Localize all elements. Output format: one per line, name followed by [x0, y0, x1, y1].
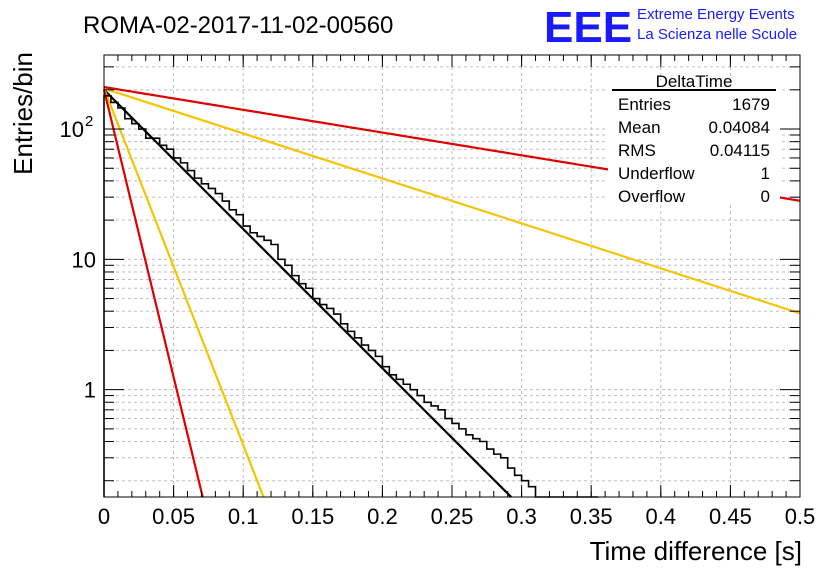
eee-logo-line2: La Scienza nelle Scuole — [637, 26, 797, 43]
stats-box: DeltaTime Entries 1679 Mean 0.04084 RMS 0.041… — [608, 72, 780, 206]
fit-curve-4 — [102, 89, 204, 498]
y-tick-label: 10 — [60, 117, 84, 142]
stats-box-title: DeltaTime — [656, 72, 733, 91]
eee-logo-mark: EEE — [544, 3, 632, 52]
x-tick-label: 0.2 — [367, 504, 398, 529]
y-tick-label: 10 — [72, 247, 96, 272]
x-tick-label: 0.45 — [709, 504, 752, 529]
fit-curve-1 — [103, 89, 512, 498]
x-tick-label: 0.25 — [431, 504, 474, 529]
stats-row-value: 1679 — [732, 95, 770, 114]
x-tick-label: 0.5 — [785, 504, 816, 529]
stats-box-rows: Entries 1679 Mean 0.04084 RMS 0.04115 Underflo… — [618, 95, 770, 206]
histogram — [103, 94, 599, 498]
y-axis-label: Entries/bin — [8, 52, 38, 175]
eee-logo-line1: Extreme Energy Events — [637, 6, 795, 23]
x-axis-label: Time difference [s] — [590, 536, 802, 566]
x-tick-label: 0.15 — [291, 504, 334, 529]
stats-row-label: Mean — [618, 118, 661, 137]
stats-row-value: 0 — [761, 187, 770, 206]
chart-title: ROMA-02-2017-11-02-00560 — [83, 12, 393, 39]
stats-row-label: Entries — [618, 95, 671, 114]
stats-row-label: Underflow — [618, 164, 695, 183]
x-tick-label: 0.4 — [646, 504, 677, 529]
stats-row-value: 1 — [761, 164, 770, 183]
fit-curve-2 — [102, 88, 265, 498]
x-tick-label: 0.05 — [152, 504, 195, 529]
x-tick-label: 0.35 — [570, 504, 613, 529]
stats-row-label: Overflow — [618, 187, 686, 206]
stats-row-value: 0.04084 — [709, 118, 770, 137]
histogram-outline — [103, 94, 599, 498]
stats-row-label: RMS — [618, 141, 656, 160]
fit-curve-3 — [103, 87, 801, 315]
x-axis-ticks: 0 0.05 0.1 0.15 0.2 0.25 0.3 0.35 0.4 0.45 0.5 — [98, 55, 815, 529]
y-tick-label-exponent: 2 — [85, 113, 93, 130]
y-tick-label: 1 — [84, 378, 96, 403]
stats-row-value: 0.04115 — [710, 141, 770, 160]
x-tick-label: 0.1 — [228, 504, 259, 529]
x-tick-label: 0 — [98, 504, 110, 529]
x-tick-label: 0.3 — [506, 504, 537, 529]
stats-box-bg — [608, 80, 780, 204]
eee-logo: EEE Extreme Energy Events La Scienza nel… — [544, 3, 797, 52]
